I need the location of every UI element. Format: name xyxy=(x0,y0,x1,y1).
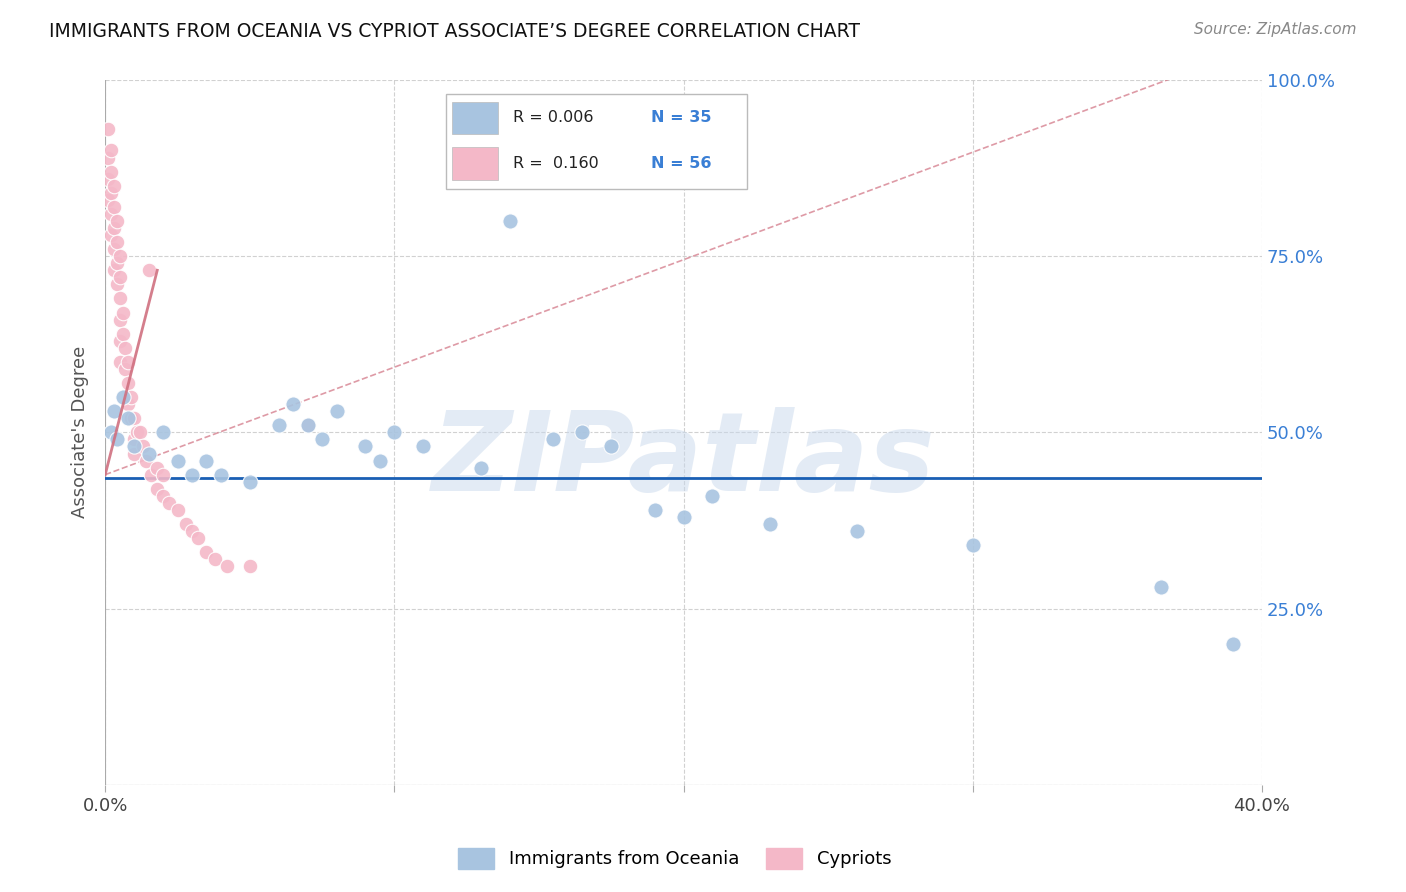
Point xyxy=(122,411,145,425)
Point xyxy=(111,305,134,319)
Point xyxy=(571,425,593,440)
Point xyxy=(125,425,148,440)
Point xyxy=(239,559,262,574)
Point xyxy=(105,277,128,292)
Point xyxy=(108,334,131,348)
Point xyxy=(103,242,125,256)
Point xyxy=(297,418,319,433)
Point xyxy=(152,467,174,482)
Point xyxy=(117,397,139,411)
Point xyxy=(181,524,204,538)
Point xyxy=(114,362,136,376)
Point xyxy=(215,559,238,574)
Point xyxy=(166,503,188,517)
Point xyxy=(117,355,139,369)
Point xyxy=(135,453,157,467)
Point xyxy=(209,467,232,482)
Point xyxy=(103,404,125,418)
Point xyxy=(97,122,120,136)
Point xyxy=(672,510,695,524)
Point xyxy=(152,425,174,440)
Point xyxy=(311,433,333,447)
Point xyxy=(138,263,160,277)
Point xyxy=(132,440,155,454)
Point xyxy=(108,270,131,285)
Point xyxy=(97,171,120,186)
Point xyxy=(354,440,377,454)
Point xyxy=(470,460,492,475)
Point xyxy=(1150,581,1173,595)
Point xyxy=(195,545,218,559)
Point xyxy=(103,263,125,277)
Point xyxy=(105,433,128,447)
Point xyxy=(108,249,131,263)
Point xyxy=(195,453,218,467)
Point xyxy=(174,516,197,531)
Point xyxy=(103,221,125,235)
Point xyxy=(122,433,145,447)
Point xyxy=(108,355,131,369)
Point xyxy=(114,341,136,355)
Point xyxy=(122,446,145,460)
Point xyxy=(759,516,782,531)
Point xyxy=(120,411,142,425)
Point xyxy=(297,418,319,433)
Point xyxy=(146,482,169,496)
Point xyxy=(166,453,188,467)
Point xyxy=(97,151,120,165)
Point xyxy=(111,326,134,341)
Point xyxy=(412,440,434,454)
Point xyxy=(103,178,125,193)
Point xyxy=(100,425,122,440)
Y-axis label: Associate's Degree: Associate's Degree xyxy=(72,346,89,518)
Point xyxy=(152,489,174,503)
Point xyxy=(97,193,120,207)
Point xyxy=(204,552,226,566)
Point xyxy=(384,425,406,440)
Point xyxy=(138,446,160,460)
Point xyxy=(962,538,984,552)
Point xyxy=(846,524,869,538)
Text: ZIPatlas: ZIPatlas xyxy=(432,407,935,514)
Point xyxy=(100,186,122,200)
Point xyxy=(117,376,139,390)
Point xyxy=(141,467,163,482)
Point xyxy=(103,200,125,214)
Point xyxy=(181,467,204,482)
Point xyxy=(1222,637,1244,651)
Point xyxy=(100,227,122,242)
Point xyxy=(543,433,565,447)
Legend: Immigrants from Oceania, Cypriots: Immigrants from Oceania, Cypriots xyxy=(451,840,898,876)
Point xyxy=(600,440,623,454)
Point xyxy=(267,418,290,433)
Point xyxy=(499,214,522,228)
Text: Source: ZipAtlas.com: Source: ZipAtlas.com xyxy=(1194,22,1357,37)
Point xyxy=(702,489,724,503)
Point xyxy=(157,496,180,510)
Point xyxy=(117,411,139,425)
Point xyxy=(122,440,145,454)
Point xyxy=(100,164,122,178)
Point xyxy=(239,475,262,489)
Point xyxy=(120,390,142,404)
Point xyxy=(283,397,305,411)
Point xyxy=(105,256,128,270)
Point xyxy=(146,460,169,475)
Point xyxy=(100,207,122,221)
Point xyxy=(100,144,122,158)
Point xyxy=(111,390,134,404)
Point xyxy=(105,214,128,228)
Point xyxy=(187,531,209,545)
Point xyxy=(325,404,347,418)
Point xyxy=(368,453,391,467)
Point xyxy=(129,425,152,440)
Point xyxy=(105,235,128,249)
Text: IMMIGRANTS FROM OCEANIA VS CYPRIOT ASSOCIATE’S DEGREE CORRELATION CHART: IMMIGRANTS FROM OCEANIA VS CYPRIOT ASSOC… xyxy=(49,22,860,41)
Point xyxy=(108,292,131,306)
Point xyxy=(644,503,666,517)
Point xyxy=(108,312,131,326)
